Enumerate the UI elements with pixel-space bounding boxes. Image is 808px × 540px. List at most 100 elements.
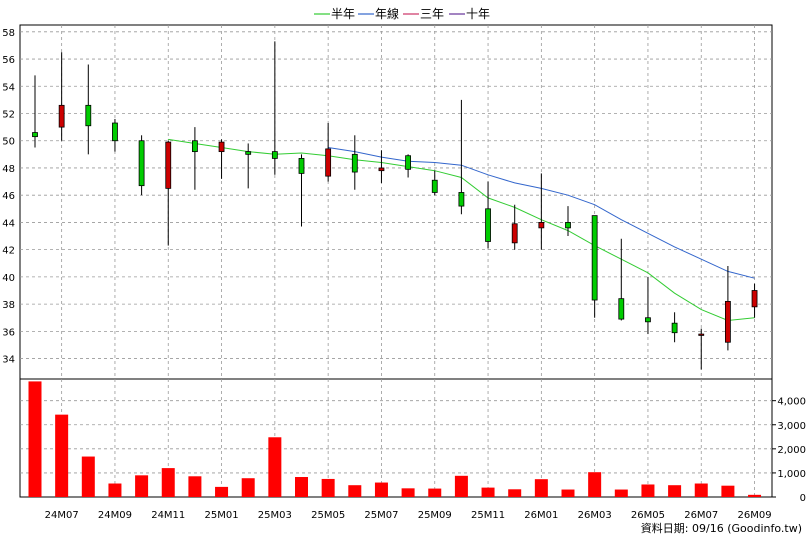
volume-y-tick-label: 1,000 (777, 469, 806, 480)
candle (58, 52, 65, 141)
x-tick-label: 25M09 (418, 510, 452, 521)
volume-y-axis: 0 1,000 2,000 3,000 4,000 (772, 397, 806, 504)
candle (431, 170, 438, 196)
volume-bar (374, 482, 388, 497)
volume-y-tick-label: 4,000 (777, 397, 806, 408)
candle (298, 154, 305, 227)
price-y-tick-label: 38 (2, 300, 15, 311)
volume-bar (721, 485, 735, 497)
candle-body (645, 317, 651, 323)
candle (671, 312, 678, 343)
volume-bar (55, 414, 69, 497)
candle-body (271, 151, 278, 159)
legend-label-year: 年線 (375, 6, 399, 21)
price-y-tick-label: 36 (2, 327, 15, 338)
volume-bar (481, 487, 495, 497)
legend-label-half-year: 半年 (331, 7, 355, 21)
candle-body (698, 333, 705, 336)
price-y-tick-label: 40 (2, 273, 15, 284)
candle-body (191, 140, 198, 153)
x-tick-label: 26M03 (578, 510, 612, 521)
candle-body (591, 215, 598, 301)
candle-body (458, 192, 465, 207)
volume-bar (135, 475, 149, 497)
candle-body (511, 223, 518, 244)
volume-bar (561, 489, 575, 497)
volume-y-tick-label: 2,000 (777, 445, 806, 456)
volume-bar (614, 489, 628, 497)
candle (591, 215, 598, 318)
candle-body (245, 151, 252, 155)
x-tick-label: 25M05 (311, 510, 345, 521)
legend-label-three-year: 三年 (420, 7, 444, 21)
candle-body (538, 222, 545, 229)
price-plot-area (19, 24, 773, 380)
volume-panel: 0 1,000 2,000 3,000 4,000 (19, 378, 806, 504)
candle (645, 276, 651, 335)
x-tick-label: 26M07 (684, 510, 718, 521)
candle (485, 181, 491, 249)
price-y-tick-label: 44 (2, 218, 15, 229)
volume-bar (668, 485, 682, 497)
volume-plot-area (19, 378, 773, 498)
x-tick-label: 24M07 (45, 510, 79, 521)
x-tick-label: 25M07 (364, 510, 398, 521)
volume-bar (161, 468, 175, 497)
candle (511, 204, 518, 250)
candle-body (431, 179, 438, 193)
candle-body (565, 222, 571, 229)
price-y-axis: 34 36 38 40 42 44 46 48 50 52 54 56 58 (2, 28, 15, 366)
candle (191, 127, 198, 190)
volume-bar (454, 475, 468, 497)
volume-bar (534, 479, 548, 497)
price-y-tick-label: 50 (2, 137, 15, 148)
volume-bar (348, 485, 362, 497)
candle (378, 150, 385, 183)
x-tick-label: 25M03 (258, 510, 292, 521)
volume-bar (81, 456, 95, 497)
candle-body (325, 148, 332, 177)
volume-bar (321, 478, 335, 497)
volume-bar (268, 437, 282, 497)
x-tick-label: 25M11 (471, 510, 505, 521)
candle-body (351, 153, 358, 173)
candle-body (112, 122, 118, 142)
candle-body (618, 298, 625, 320)
volume-bars (28, 381, 762, 497)
x-axis: 24M07 24M09 24M11 25M01 25M03 25M05 25M07 25M09… (45, 510, 772, 521)
price-y-tick-label: 58 (2, 28, 15, 39)
price-y-tick-label: 56 (2, 55, 15, 66)
x-tick-label: 25M01 (205, 510, 239, 521)
price-y-tick-label: 42 (2, 246, 15, 257)
candle (538, 173, 545, 250)
candle (165, 140, 172, 246)
volume-bar (295, 477, 308, 497)
candle-body (671, 322, 678, 334)
price-panel: 34 36 38 40 42 44 46 48 50 52 54 56 58 (2, 24, 773, 380)
volume-y-tick-label: 3,000 (777, 421, 806, 432)
volume-bar (241, 478, 255, 497)
candle-body (405, 155, 412, 170)
volume-bar (28, 381, 42, 497)
candle (458, 99, 465, 215)
candle (138, 135, 145, 196)
source-label: 資料日期: 09/16 (Goodinfo.tw) (641, 521, 802, 535)
candle (698, 328, 705, 370)
candle (351, 135, 358, 190)
candle-body (485, 208, 491, 242)
candle (218, 139, 225, 179)
candle (271, 41, 278, 175)
x-tick-label: 24M11 (151, 510, 185, 521)
candle (32, 75, 38, 148)
candle (85, 64, 92, 155)
candle-body (378, 167, 385, 172)
candle-body (32, 132, 38, 138)
candle-body (85, 104, 92, 127)
x-tick-label: 26M01 (524, 510, 558, 521)
x-tick-label: 26M05 (631, 510, 665, 521)
price-y-tick-label: 52 (2, 110, 15, 121)
candle (565, 206, 571, 237)
volume-bar (694, 483, 708, 497)
candle (245, 143, 252, 189)
